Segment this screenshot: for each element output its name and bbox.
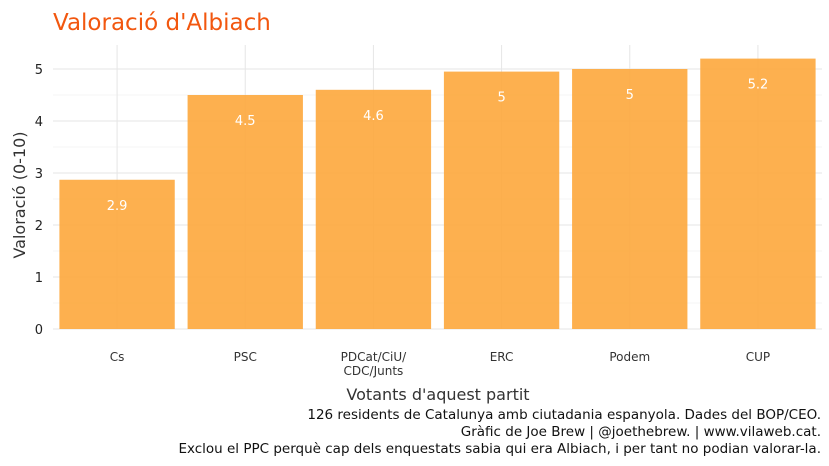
x-tick-label: Cs bbox=[110, 350, 125, 364]
x-tick-label: Podem bbox=[609, 350, 650, 364]
bar bbox=[187, 95, 303, 329]
y-tick-label: 0 bbox=[35, 323, 43, 338]
x-tick-label: PDCat/CiU/CDC/Junts bbox=[341, 350, 407, 378]
caption-line-1: 126 residents de Catalunya amb ciutadani… bbox=[307, 407, 821, 423]
bar bbox=[700, 58, 816, 329]
bar-value-label: 5 bbox=[626, 88, 634, 103]
bar-value-label: 2.9 bbox=[107, 199, 128, 214]
x-tick-label: ERC bbox=[490, 350, 514, 364]
x-tick-label: PSC bbox=[234, 350, 257, 364]
x-axis-ticks: Cs PSC PDCat/CiU/CDC/Junts ERC Podem CUP bbox=[110, 350, 770, 378]
x-tick-label: CUP bbox=[746, 350, 770, 364]
bar bbox=[315, 89, 432, 329]
caption-line-3: Exclou el PPC perquè cap dels enquestats… bbox=[178, 441, 821, 457]
bar-value-label: 4.5 bbox=[235, 114, 256, 129]
bar bbox=[59, 179, 175, 329]
y-axis-title: Valoració (0-10) bbox=[10, 131, 29, 258]
bars: 2.9 4.5 4.6 5 5 5.2 bbox=[59, 58, 816, 329]
y-tick-label: 2 bbox=[35, 219, 43, 234]
bar bbox=[572, 69, 688, 329]
y-tick-label: 1 bbox=[35, 271, 43, 286]
y-tick-label: 5 bbox=[35, 63, 43, 78]
bar-value-label: 5.2 bbox=[748, 78, 769, 93]
bar-value-label: 4.6 bbox=[363, 109, 384, 124]
y-tick-label: 4 bbox=[35, 115, 43, 130]
bar-value-label: 5 bbox=[497, 91, 505, 106]
caption-line-2: Gràfic de Joe Brew | @joethebrew. | www.… bbox=[461, 424, 821, 440]
x-axis-title: Votants d'aquest partit bbox=[346, 385, 529, 404]
y-axis-ticks: 0 1 2 3 4 5 bbox=[35, 63, 43, 338]
bar bbox=[443, 71, 560, 329]
y-tick-label: 3 bbox=[35, 167, 43, 182]
chart-title: Valoració d'Albiach bbox=[53, 10, 271, 36]
